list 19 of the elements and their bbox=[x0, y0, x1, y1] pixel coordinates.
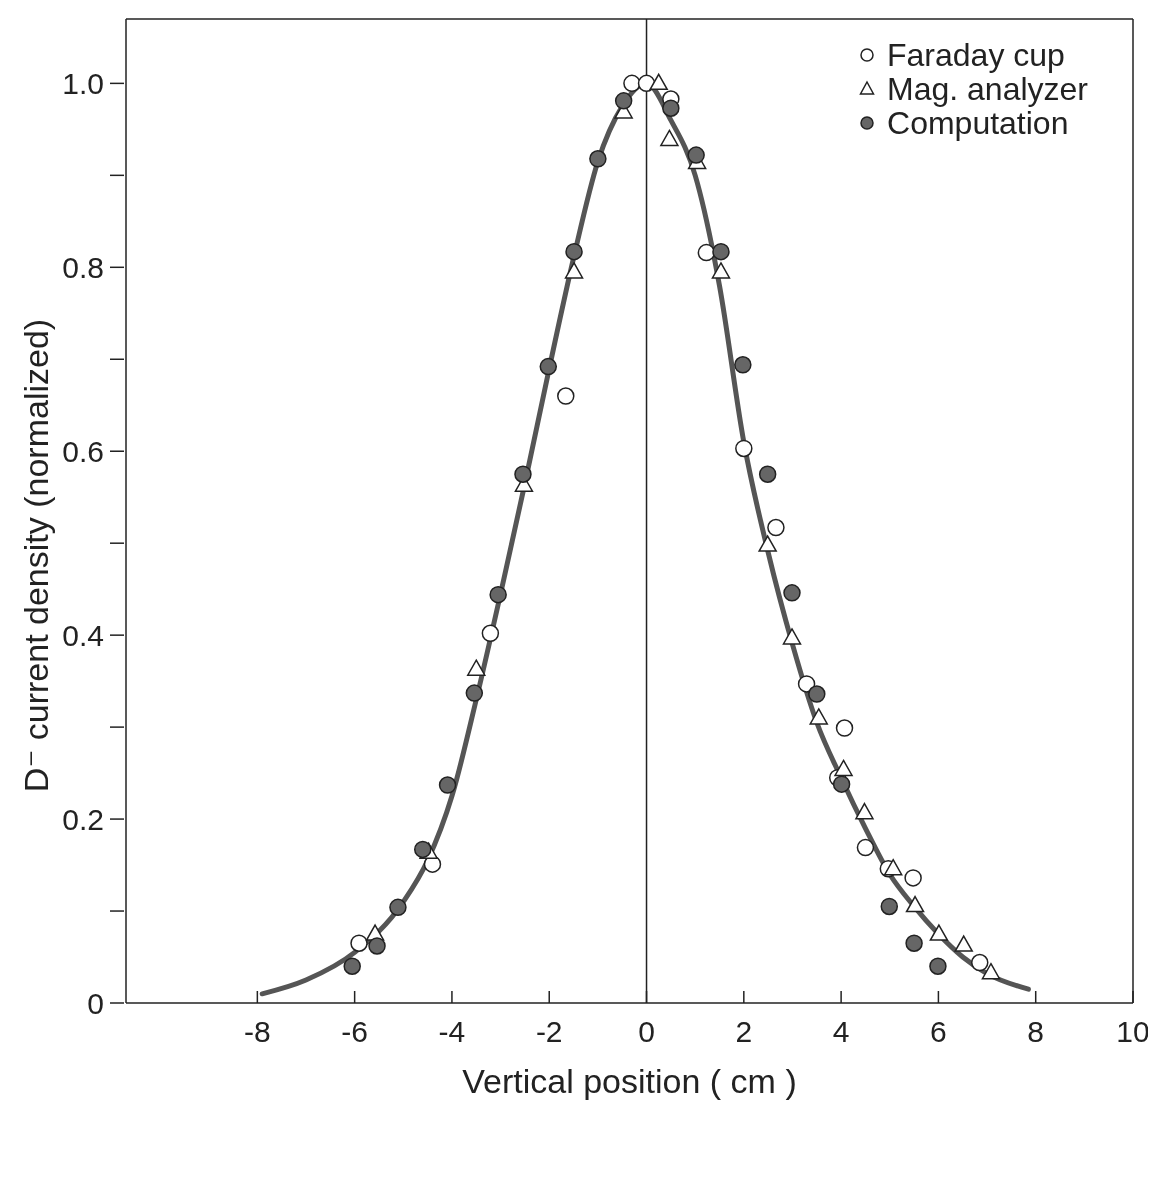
y-tick-label: 0.6 bbox=[62, 434, 104, 468]
x-tick-label: 2 bbox=[735, 1015, 753, 1049]
x-tick-label: -4 bbox=[438, 1015, 466, 1049]
y-tick-label: 0.8 bbox=[62, 250, 104, 284]
y-tick-label: 0 bbox=[87, 986, 104, 1020]
y-tick-label: 0.4 bbox=[62, 618, 104, 652]
y-tick-label: 1.0 bbox=[62, 66, 104, 100]
x-tick-label: -6 bbox=[341, 1015, 368, 1049]
x-tick-label: 0 bbox=[638, 1015, 655, 1049]
x-tick-label: 6 bbox=[930, 1015, 947, 1049]
x-tick-label: -2 bbox=[535, 1015, 563, 1049]
x-tick-label: 8 bbox=[1027, 1015, 1045, 1049]
x-tick-label: 10 bbox=[1116, 1015, 1150, 1049]
x-axis-title: Vertical position ( cm ) bbox=[462, 1062, 797, 1100]
y-tick-label: 0.2 bbox=[62, 802, 104, 836]
y-axis-title: D⁻ current density (normalized) bbox=[17, 318, 55, 793]
x-tick-label: -8 bbox=[244, 1015, 271, 1049]
legend-label: Faraday cup bbox=[887, 37, 1065, 73]
x-tick-label: 4 bbox=[832, 1015, 850, 1049]
